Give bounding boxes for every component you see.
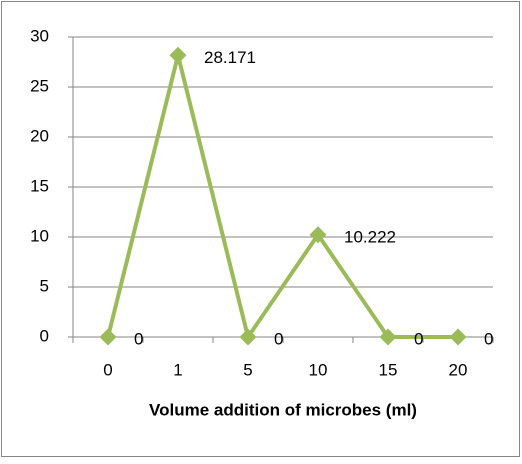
x-tick-label: 5 <box>243 360 252 379</box>
marker <box>379 328 397 346</box>
data-label: 0 <box>414 329 423 348</box>
data-label: 10.222 <box>344 227 396 246</box>
x-axis-title: Volume addition of microbes (ml) <box>149 400 417 419</box>
chart-border <box>1 1 520 457</box>
line <box>106 53 458 339</box>
y-tick-label: 5 <box>40 276 49 295</box>
marker <box>449 328 467 346</box>
y-tick-label: 25 <box>30 76 49 95</box>
y-tick-label: 15 <box>30 176 49 195</box>
x-tick-label: 20 <box>449 360 468 379</box>
y-tick-label: 20 <box>30 126 49 145</box>
y-tick-label: 30 <box>30 26 49 45</box>
data-label: 0 <box>134 329 143 348</box>
y-tick-label: 10 <box>30 226 49 245</box>
y-tick-label: 0 <box>40 326 49 345</box>
marker <box>239 328 257 346</box>
data-label: 0 <box>484 329 493 348</box>
marker <box>309 226 327 244</box>
x-tick-label: 0 <box>103 360 112 379</box>
marker <box>99 328 117 346</box>
x-tick-label: 1 <box>173 360 182 379</box>
data-label: 0 <box>274 329 283 348</box>
x-tick-label: 15 <box>379 360 398 379</box>
data-label: 28.171 <box>204 48 256 67</box>
x-tick-label: 10 <box>309 360 328 379</box>
